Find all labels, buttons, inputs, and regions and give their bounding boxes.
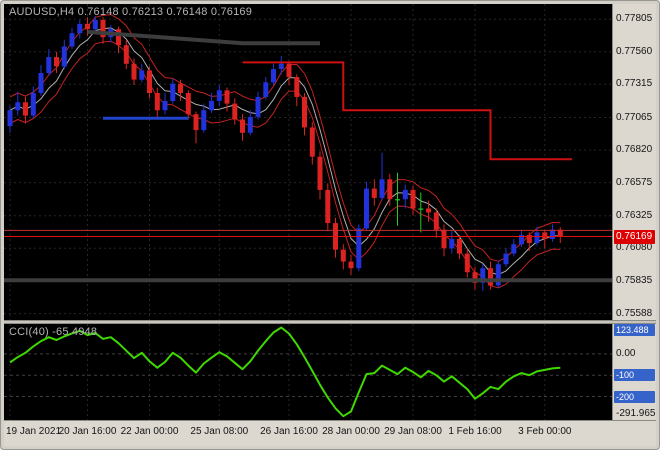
current-price-badge: 0.76169 [614,229,655,244]
cci-level-badge: -100 [614,369,655,382]
cci-level-badge: -200 [614,390,655,403]
price-axis-label: 0.76080 [616,242,653,254]
price-chart-area[interactable]: AUDUSD,H4 0.76148 0.76213 0.76148 0.7616… [4,4,612,320]
time-axis-label: 28 Jan 00:00 [322,426,380,437]
time-axis-label: 26 Jan 16:00 [260,426,318,437]
price-axis-label: 0.77065 [616,111,653,123]
time-axis-label: 19 Jan 2021 [6,426,62,437]
price-axis-label: 0.76325 [616,209,653,221]
cci-panel-row: CCI(40) -65.4948 123.488 0.00 -100 -200 -291… [4,324,656,420]
cci-indicator-area[interactable]: CCI(40) -65.4948 [4,324,612,420]
price-axis-label: 0.75835 [616,274,653,286]
price-axis[interactable]: 0.76169 0.77805 0.77560 0.77315 0.77065 0.76… [612,4,656,320]
time-axis-label: 20 Jan 16:00 [58,426,117,437]
price-panel-row: AUDUSD,H4 0.76148 0.76213 0.76148 0.7616… [4,4,656,320]
price-axis-label: 0.77805 [616,13,653,25]
price-axis-label: 0.77315 [616,78,653,90]
cci-level-badge: 123.488 [614,324,655,336]
candlestick-svg [4,4,612,320]
price-axis-label: 0.76820 [616,144,653,156]
time-axis-label: 1 Feb 16:00 [448,426,502,437]
time-axis-label: 3 Feb 00:00 [518,426,572,437]
time-axis-label: 29 Jan 08:00 [384,426,442,437]
price-axis-label: 0.76575 [616,176,653,188]
price-axis-label: 0.75588 [616,307,653,319]
price-axis-label: 0.77560 [616,45,653,57]
cci-axis-label: 0.00 [616,347,636,359]
cci-indicator-label: CCI(40) -65.4948 [9,326,98,338]
ohlc-readout: AUDUSD,H4 0.76148 0.76213 0.76148 0.7616… [9,6,253,18]
time-axis-label: 25 Jan 08:00 [190,426,249,437]
time-axis[interactable]: 19 Jan 2021 20 Jan 16:00 22 Jan 00:00 25 Ja… [4,420,656,446]
cci-svg [4,324,612,420]
panel-separator[interactable] [4,320,656,324]
time-axis-label: 22 Jan 00:00 [120,426,179,437]
